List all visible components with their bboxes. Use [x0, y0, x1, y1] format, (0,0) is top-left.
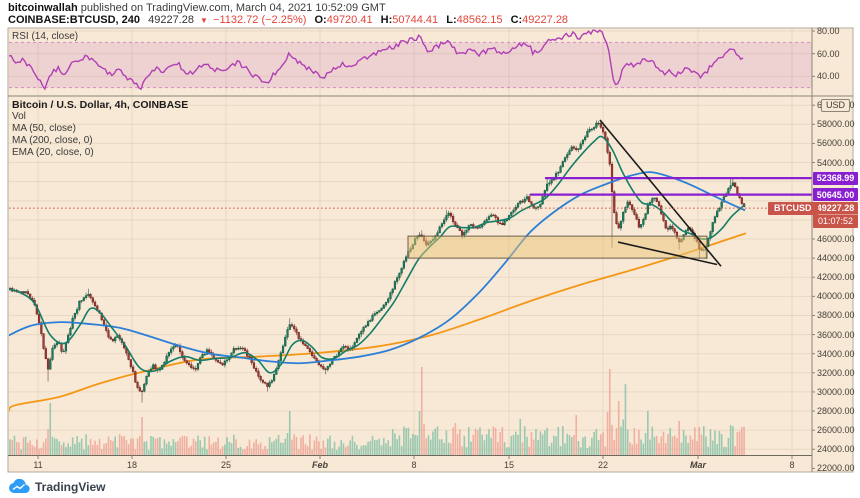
publish-text: published on TradingView.com, March 04, … [77, 2, 386, 14]
close-label: C: [510, 14, 523, 26]
time-tick: 8 [411, 460, 417, 470]
change-direction-icon: ▼ [200, 16, 208, 25]
price-tick: 30000.00 [817, 386, 855, 397]
price-tick: 26000.00 [817, 425, 855, 436]
high-value: 50744.41 [392, 14, 439, 26]
rsi-tick: 80.00 [817, 26, 840, 36]
symbol-price-flag: BTCUSD [768, 201, 818, 215]
low-value: 48562.15 [456, 14, 503, 26]
currency-unit-button[interactable]: USD [821, 99, 851, 112]
legend-symbol: Bitcoin / U.S. Dollar, 4h, COINBASE [12, 99, 189, 111]
price-tick: 38000.00 [817, 310, 855, 321]
rsi-pane[interactable] [9, 28, 811, 96]
time-tick: 8 [789, 460, 795, 470]
tradingview-logo[interactable]: TradingView [8, 479, 105, 494]
time-tick: 18 [126, 460, 138, 470]
publish-info: bitcoinwallah published on TradingView.c… [8, 2, 386, 14]
last-price-value: 49227.28 [816, 203, 855, 214]
last-price-axis-label: 49227.28 01:07:52 [813, 201, 858, 228]
price-tick: 36000.00 [817, 329, 855, 340]
main-legend: Bitcoin / U.S. Dollar, 4h, COINBASE Vol … [12, 99, 188, 159]
open-value: 49720.41 [326, 14, 373, 26]
price-tick: 34000.00 [817, 348, 855, 359]
resistance-level-label-1[interactable]: 52368.99 [813, 171, 858, 185]
price-tick: 56000.00 [817, 138, 855, 149]
legend-ema20: EMA (20, close, 0) [12, 147, 94, 158]
trendline-1 [599, 119, 722, 267]
open-label: O: [314, 14, 327, 26]
legend-ma50: MA (50, close) [12, 123, 76, 134]
time-tick: Mar [689, 460, 707, 470]
high-label: H: [380, 14, 393, 26]
time-tick: 11 [33, 460, 43, 470]
time-tick: 22 [597, 460, 609, 470]
tradingview-cloud-icon [9, 479, 30, 494]
tradingview-logo-text: TradingView [35, 479, 106, 494]
price-tick: 54000.00 [817, 157, 855, 168]
trendline-2 [617, 241, 718, 266]
price-tick: 42000.00 [817, 272, 855, 283]
symbol-info-bar: COINBASE:BTCUSD, 240 49227.28 ▼ −1132.72… [8, 14, 568, 26]
bar-countdown: 01:07:52 [813, 214, 858, 226]
price-tick: 22000.00 [817, 463, 855, 474]
resistance-level-label-2[interactable]: 50645.00 [813, 188, 858, 202]
symbol-title: COINBASE:BTCUSD, 240 [8, 14, 141, 26]
price-tick: 28000.00 [817, 406, 855, 417]
time-tick: 15 [503, 460, 515, 470]
price-tick: 32000.00 [817, 367, 855, 378]
low-label: L: [446, 14, 457, 26]
legend-ma200: MA (200, close, 0) [12, 135, 93, 146]
price-tick: 58000.00 [817, 119, 855, 130]
time-tick: 25 [220, 460, 232, 470]
price-change: −1132.72 (−2.25%) [213, 14, 307, 26]
close-value: 49227.28 [522, 14, 569, 26]
author-name: bitcoinwallah [8, 2, 78, 14]
price-tick: 24000.00 [817, 444, 855, 455]
price-tick: 46000.00 [817, 234, 855, 244]
legend-vol: Vol [12, 111, 26, 122]
last-price: 49227.28 [148, 14, 194, 26]
rsi-tick: 40.00 [817, 71, 840, 82]
rsi-tick: 60.00 [817, 48, 840, 59]
price-tick: 40000.00 [817, 291, 855, 302]
rsi-legend: RSI (14, close) [12, 31, 79, 42]
support-zone-rectangle [407, 235, 708, 259]
price-tick: 44000.00 [817, 253, 855, 264]
time-tick: Feb [311, 460, 329, 470]
